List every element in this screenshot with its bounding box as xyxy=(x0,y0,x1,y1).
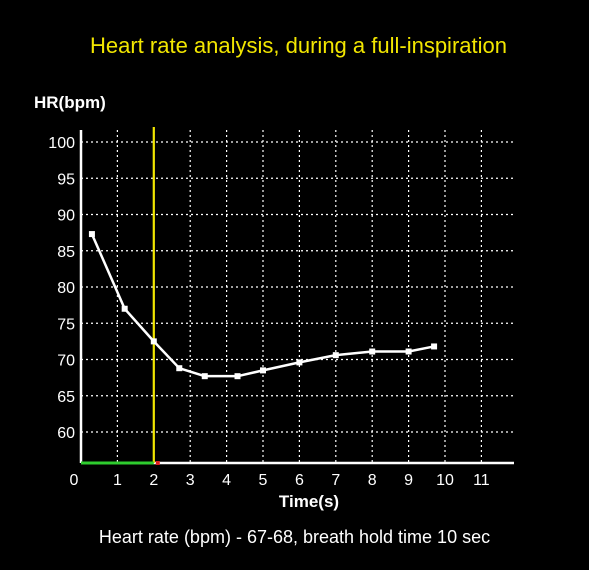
grid-lines xyxy=(81,130,514,463)
y-tick-label: 60 xyxy=(57,425,75,442)
x-tick-label: 0 xyxy=(70,472,79,489)
y-tick-label: 80 xyxy=(57,280,75,297)
axes xyxy=(79,130,514,465)
y-tick-label: 100 xyxy=(48,135,75,152)
y-tick-label: 85 xyxy=(57,244,75,261)
interval-end-marker xyxy=(155,461,160,465)
data-point xyxy=(369,348,376,355)
data-point xyxy=(405,348,412,355)
chart-title: Heart rate analysis, during a full-inspi… xyxy=(90,33,507,58)
heart-rate-series xyxy=(88,231,438,380)
data-point xyxy=(296,359,303,366)
data-point xyxy=(88,231,95,238)
data-point xyxy=(260,367,266,374)
x-tick-label: 4 xyxy=(222,472,231,489)
y-tick-label: 90 xyxy=(57,208,75,225)
data-point xyxy=(150,338,157,345)
x-tick-label: 2 xyxy=(149,472,158,489)
x-tick-label: 7 xyxy=(331,472,340,489)
annotation-markers xyxy=(81,127,160,465)
data-point xyxy=(332,352,339,359)
x-tick-label: 3 xyxy=(186,472,195,489)
data-point xyxy=(234,373,241,380)
y-tick-label: 70 xyxy=(57,353,75,370)
data-point xyxy=(121,305,128,312)
x-tick-label: 10 xyxy=(436,472,454,489)
data-point xyxy=(431,343,438,350)
y-axis-title: HR(bpm) xyxy=(34,93,106,112)
x-tick-label: 6 xyxy=(295,472,304,489)
data-point xyxy=(176,365,183,372)
x-tick-label: 9 xyxy=(404,472,413,489)
heart-rate-line xyxy=(90,233,435,378)
data-point xyxy=(201,373,208,380)
y-tick-label: 65 xyxy=(57,389,75,406)
x-tick-label: 5 xyxy=(259,472,268,489)
y-tick-label: 95 xyxy=(57,171,75,188)
x-tick-label: 11 xyxy=(473,472,490,489)
footer-note: Heart rate (bpm) - 67-68, breath hold ti… xyxy=(98,527,491,547)
y-tick-label: 75 xyxy=(57,316,75,333)
x-tick-label: 1 xyxy=(113,472,122,489)
x-axis-title: Time(s) xyxy=(279,492,339,511)
x-tick-label: 8 xyxy=(368,472,377,489)
tick-labels: 60 65 70 75 80 85 90 95 100 0 1 2 3 4 5 6 7 8 9 10 11 xyxy=(48,135,490,489)
